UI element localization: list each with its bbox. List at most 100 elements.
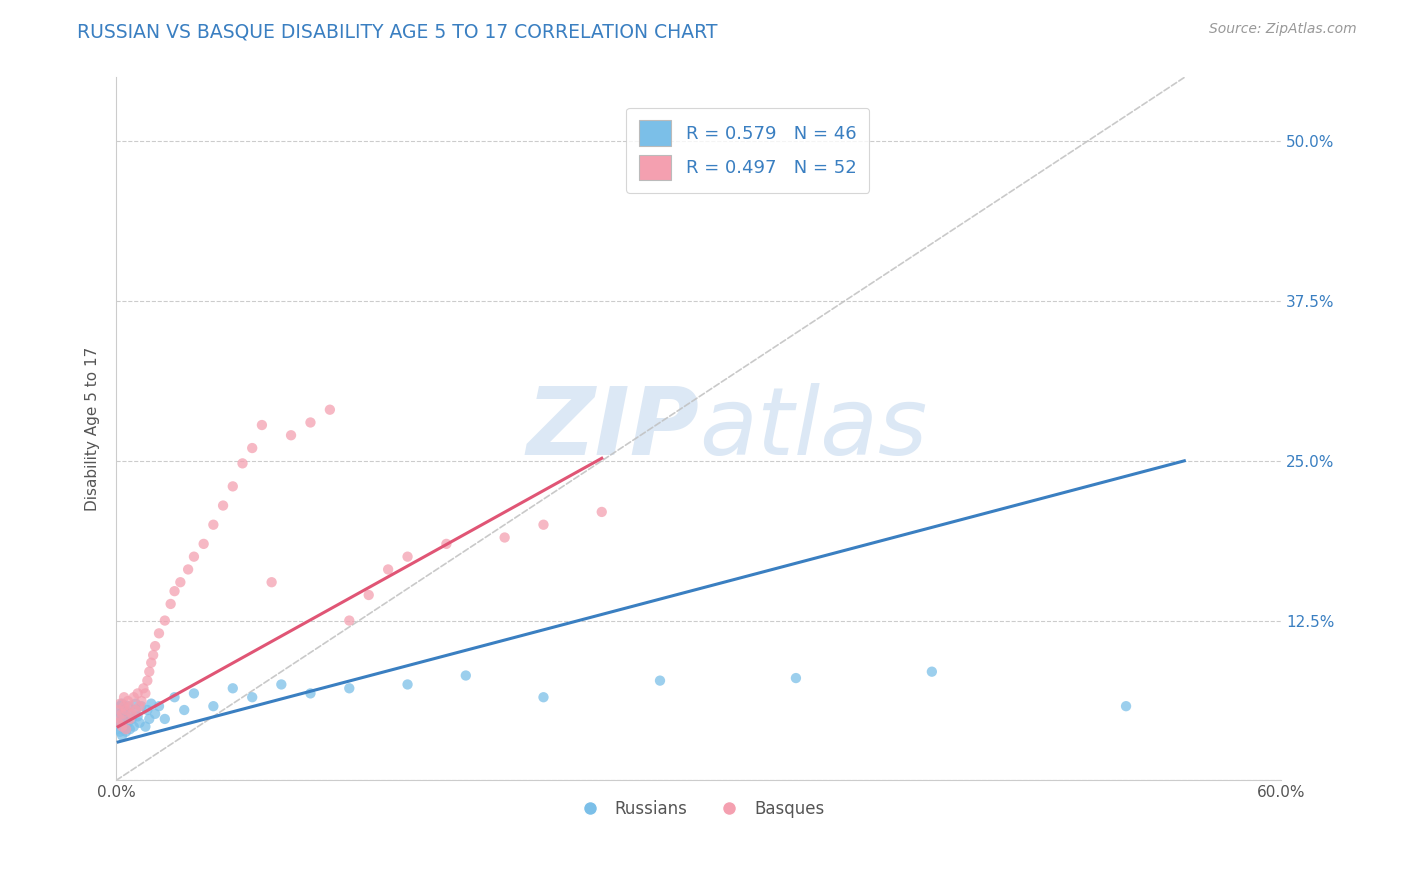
Point: [222, 479, 245, 493]
Point: [183, 549, 205, 564]
Point: [202, 699, 225, 714]
Y-axis label: Disability Age 5 to 17: Disability Age 5 to 17: [86, 347, 100, 511]
Point: [142, 648, 165, 662]
Point: [648, 673, 671, 688]
Point: [132, 681, 155, 696]
Point: [108, 699, 131, 714]
Text: Source: ZipAtlas.com: Source: ZipAtlas.com: [1209, 22, 1357, 37]
Point: [591, 505, 613, 519]
Point: [169, 575, 191, 590]
Point: [138, 665, 160, 679]
Point: [127, 709, 149, 723]
Point: [222, 681, 245, 696]
Point: [250, 417, 273, 432]
Point: [128, 715, 150, 730]
Point: [921, 665, 943, 679]
Point: [122, 690, 145, 705]
Point: [396, 677, 419, 691]
Point: [163, 690, 186, 705]
Point: [125, 697, 148, 711]
Point: [193, 537, 215, 551]
Point: [108, 697, 131, 711]
Point: [111, 697, 134, 711]
Point: [454, 668, 477, 682]
Point: [136, 703, 159, 717]
Text: ZIP: ZIP: [526, 383, 699, 475]
Point: [128, 699, 150, 714]
Point: [299, 686, 322, 700]
Point: [434, 537, 457, 551]
Legend: Russians, Basques: Russians, Basques: [567, 793, 831, 825]
Point: [533, 517, 555, 532]
Point: [136, 673, 159, 688]
Point: [299, 416, 322, 430]
Point: [111, 729, 134, 743]
Point: [396, 549, 419, 564]
Point: [202, 517, 225, 532]
Point: [107, 703, 129, 717]
Point: [141, 656, 163, 670]
Point: [115, 703, 138, 717]
Point: [134, 720, 156, 734]
Point: [111, 720, 134, 734]
Point: [118, 699, 141, 714]
Point: [111, 706, 134, 721]
Point: [159, 597, 181, 611]
Point: [112, 703, 135, 717]
Point: [231, 456, 253, 470]
Point: [138, 712, 160, 726]
Point: [107, 715, 129, 730]
Point: [107, 722, 129, 736]
Text: atlas: atlas: [699, 384, 927, 475]
Point: [134, 686, 156, 700]
Point: [494, 531, 516, 545]
Point: [108, 712, 131, 726]
Point: [131, 694, 153, 708]
Point: [148, 699, 170, 714]
Point: [260, 575, 283, 590]
Point: [240, 441, 263, 455]
Point: [131, 699, 153, 714]
Point: [240, 690, 263, 705]
Point: [148, 626, 170, 640]
Point: [337, 681, 360, 696]
Point: [785, 671, 807, 685]
Point: [112, 690, 135, 705]
Point: [533, 690, 555, 705]
Point: [183, 686, 205, 700]
Point: [112, 720, 135, 734]
Point: [118, 722, 141, 736]
Point: [108, 724, 131, 739]
Point: [115, 722, 138, 736]
Point: [143, 639, 166, 653]
Point: [121, 712, 143, 726]
Point: [319, 402, 342, 417]
Point: [125, 703, 148, 717]
Point: [141, 697, 163, 711]
Point: [115, 724, 138, 739]
Point: [118, 712, 141, 726]
Point: [337, 614, 360, 628]
Point: [117, 699, 139, 714]
Point: [357, 588, 380, 602]
Point: [177, 562, 200, 576]
Point: [127, 686, 149, 700]
Point: [118, 706, 141, 721]
Point: [122, 720, 145, 734]
Point: [153, 712, 176, 726]
Point: [115, 709, 138, 723]
Point: [121, 706, 143, 721]
Point: [280, 428, 302, 442]
Point: [173, 703, 195, 717]
Text: RUSSIAN VS BASQUE DISABILITY AGE 5 TO 17 CORRELATION CHART: RUSSIAN VS BASQUE DISABILITY AGE 5 TO 17…: [77, 22, 718, 41]
Point: [107, 715, 129, 730]
Point: [212, 499, 235, 513]
Point: [163, 584, 186, 599]
Point: [377, 562, 399, 576]
Point: [108, 706, 131, 721]
Point: [117, 715, 139, 730]
Point: [117, 694, 139, 708]
Point: [153, 614, 176, 628]
Point: [1115, 699, 1137, 714]
Point: [111, 712, 134, 726]
